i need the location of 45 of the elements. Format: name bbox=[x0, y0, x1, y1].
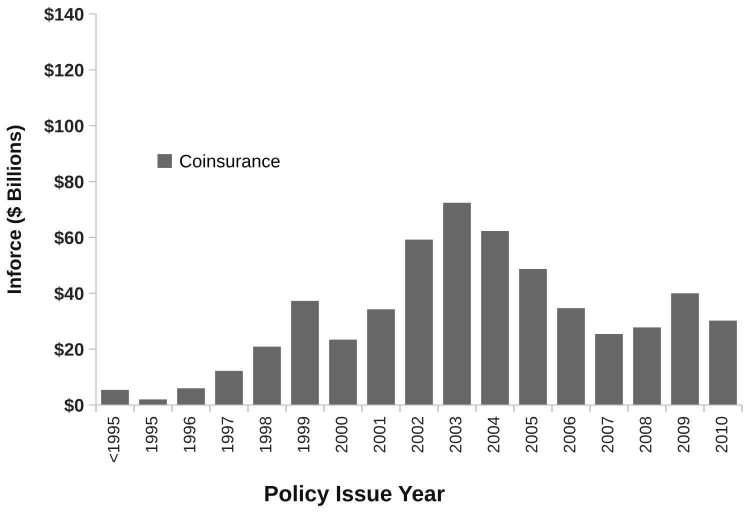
x-tick-label: 1998 bbox=[260, 416, 272, 452]
bar bbox=[519, 268, 547, 405]
bar bbox=[367, 309, 395, 405]
x-axis-title: Policy Issue Year bbox=[265, 485, 445, 506]
bar bbox=[709, 320, 737, 405]
x-tick-label: 2007 bbox=[602, 416, 614, 452]
bar bbox=[671, 293, 699, 405]
bar bbox=[329, 340, 357, 405]
bar bbox=[291, 300, 319, 405]
x-tick-label: 2005 bbox=[526, 416, 538, 452]
y-tick-label: $0 bbox=[64, 398, 84, 413]
y-tick-label: $40 bbox=[54, 286, 84, 302]
y-axis-title: Inforce ($ Billions) bbox=[6, 126, 25, 293]
x-tick-label: 2010 bbox=[716, 416, 728, 452]
bar bbox=[481, 231, 509, 405]
bar bbox=[177, 388, 205, 405]
bar bbox=[633, 327, 661, 405]
x-tick-label: 2009 bbox=[678, 416, 690, 452]
y-tick-label: $140 bbox=[44, 7, 84, 22]
x-tick-label: 2004 bbox=[488, 416, 500, 452]
x-tick-label: 1995 bbox=[146, 416, 158, 452]
x-tick-label: 2001 bbox=[374, 416, 386, 452]
y-tick-label: $100 bbox=[44, 118, 84, 134]
x-tick-label: 2008 bbox=[640, 416, 652, 452]
bar bbox=[443, 202, 471, 405]
bar bbox=[215, 370, 243, 405]
bar bbox=[595, 334, 623, 405]
x-tick-label: <1995 bbox=[108, 416, 120, 462]
x-tick-label: 2003 bbox=[450, 416, 462, 452]
y-tick-label: $80 bbox=[54, 174, 84, 190]
x-tick-label: 1999 bbox=[298, 416, 310, 452]
x-tick-label: 1997 bbox=[222, 416, 234, 452]
bar bbox=[139, 399, 167, 405]
y-tick-label: $60 bbox=[54, 230, 84, 246]
bar bbox=[101, 390, 129, 405]
x-tick-label: 1996 bbox=[184, 416, 196, 452]
bar bbox=[405, 240, 433, 405]
x-tick-label: 2006 bbox=[564, 416, 576, 452]
x-tick-label: 2002 bbox=[412, 416, 424, 452]
bar bbox=[557, 308, 585, 405]
y-tick-label: $20 bbox=[54, 342, 84, 358]
x-tick-label: 2000 bbox=[336, 416, 348, 452]
y-tick-label: $120 bbox=[44, 63, 84, 78]
legend-label: Coinsurance bbox=[180, 154, 280, 168]
bar bbox=[253, 346, 281, 405]
